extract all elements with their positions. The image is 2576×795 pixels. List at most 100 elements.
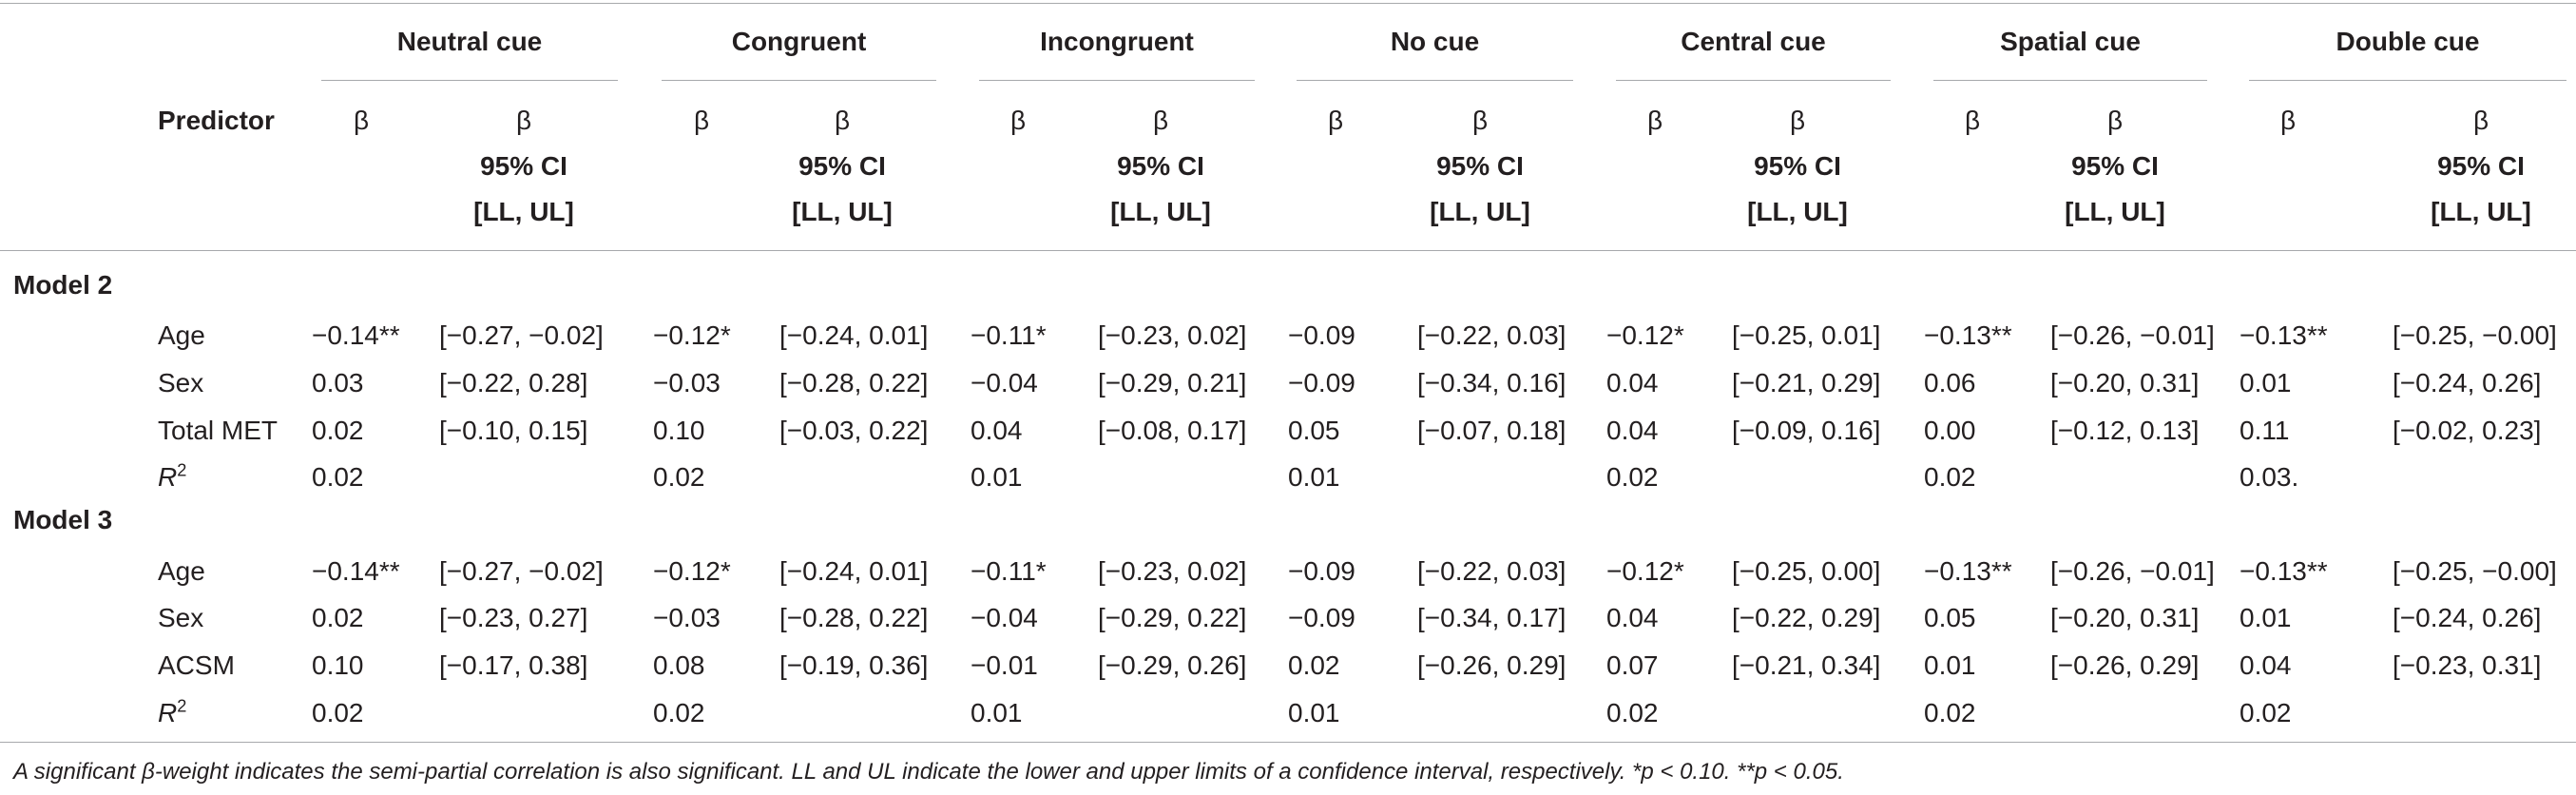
ci-value: [−0.21, 0.34]: [1732, 650, 1881, 680]
beta-value: −0.09: [1288, 556, 1355, 586]
ci-column-header-beta: β: [2106, 106, 2124, 135]
ci-value: [−0.25, −0.00]: [2393, 320, 2557, 350]
beta-value: 0.01: [1924, 650, 1976, 680]
ci-column-header-range: [LL, UL]: [1110, 197, 1211, 226]
predictor-column-header: Predictor: [158, 106, 275, 135]
ci-column-header-label: 95% CI: [480, 151, 567, 181]
model-label: Model 2: [13, 270, 113, 300]
beta-value: 0.05: [1924, 603, 1976, 632]
beta-value: −0.11*: [971, 320, 1047, 350]
beta-value: 0.02: [653, 462, 705, 492]
beta-value: −0.03: [653, 368, 721, 398]
beta-value: −0.13**: [1924, 556, 2012, 586]
ci-value: [−0.29, 0.22]: [1098, 603, 1247, 632]
group-underline: [1933, 80, 2207, 81]
beta-value: −0.13**: [1924, 320, 2012, 350]
ci-column-header-label: 95% CI: [2437, 151, 2525, 181]
table-bottom-rule: [0, 742, 2576, 743]
ci-column-header-label: 95% CI: [1117, 151, 1204, 181]
beta-value: 0.02: [312, 603, 364, 632]
ci-value: [−0.26, 0.29]: [1417, 650, 1567, 680]
ci-value: [−0.23, 0.02]: [1098, 556, 1247, 586]
beta-value: −0.11*: [971, 556, 1047, 586]
ci-column-header-beta: β: [834, 106, 851, 135]
beta-column-header: β: [693, 106, 710, 135]
beta-value: 0.01: [2240, 603, 2292, 632]
group-underline: [979, 80, 1255, 81]
beta-value: −0.01: [971, 650, 1038, 680]
ci-column-header-label: 95% CI: [1754, 151, 1841, 181]
beta-value: 0.00: [1924, 416, 1976, 445]
beta-value: 0.08: [653, 650, 705, 680]
ci-value: [−0.26, −0.01]: [2050, 320, 2215, 350]
ci-column-header-range: [LL, UL]: [792, 197, 893, 226]
ci-column-header-beta: β: [1471, 106, 1489, 135]
beta-value: −0.04: [971, 603, 1038, 632]
beta-value: −0.12*: [1606, 556, 1684, 586]
ci-column-header-label: 95% CI: [798, 151, 886, 181]
ci-column-header-range: [LL, UL]: [2431, 197, 2531, 226]
beta-column-header: β: [1646, 106, 1663, 135]
ci-value: [−0.22, 0.03]: [1417, 556, 1567, 586]
beta-value: 0.02: [1606, 698, 1659, 727]
ci-value: [−0.21, 0.29]: [1732, 368, 1881, 398]
beta-column-header: β: [1964, 106, 1981, 135]
beta-value: 0.01: [1288, 698, 1340, 727]
predictor-label: Sex: [158, 368, 204, 398]
group-header: Neutral cue: [396, 27, 543, 56]
group-underline: [1297, 80, 1573, 81]
beta-value: 0.02: [2240, 698, 2292, 727]
beta-value: 0.11: [2240, 416, 2290, 445]
beta-value: −0.14**: [312, 556, 400, 586]
ci-value: [−0.34, 0.17]: [1417, 603, 1567, 632]
ci-value: [−0.28, 0.22]: [779, 603, 929, 632]
ci-column-header-range: [LL, UL]: [473, 197, 574, 226]
beta-value: 0.02: [1606, 462, 1659, 492]
ci-value: [−0.07, 0.18]: [1417, 416, 1567, 445]
predictor-label: Total MET: [158, 416, 279, 445]
group-header: Double cue: [2336, 27, 2480, 56]
ci-value: [−0.20, 0.31]: [2050, 603, 2200, 632]
ci-value: [−0.22, 0.03]: [1417, 320, 1567, 350]
ci-value: [−0.24, 0.01]: [779, 320, 929, 350]
beta-value: 0.02: [312, 462, 364, 492]
predictor-label: R2: [158, 460, 187, 492]
beta-value: 0.03: [312, 368, 364, 398]
ci-value: [−0.23, 0.02]: [1098, 320, 1247, 350]
ci-value: [−0.24, 0.26]: [2393, 368, 2542, 398]
ci-value: [−0.27, −0.02]: [439, 556, 604, 586]
beta-column-header: β: [353, 106, 370, 135]
ci-column-header-label: 95% CI: [2071, 151, 2159, 181]
ci-column-header-range: [LL, UL]: [1430, 197, 1530, 226]
beta-value: −0.09: [1288, 603, 1355, 632]
ci-value: [−0.25, −0.00]: [2393, 556, 2557, 586]
beta-column-header: β: [2279, 106, 2297, 135]
ci-value: [−0.23, 0.27]: [439, 603, 588, 632]
beta-value: 0.04: [1606, 603, 1659, 632]
beta-value: 0.04: [1606, 368, 1659, 398]
ci-column-header-beta: β: [1789, 106, 1806, 135]
beta-value: 0.01: [2240, 368, 2292, 398]
beta-value: 0.05: [1288, 416, 1340, 445]
ci-column-header-beta: β: [1152, 106, 1169, 135]
table-footnote: A significant β-weight indicates the sem…: [13, 759, 1844, 785]
ci-value: [−0.26, −0.01]: [2050, 556, 2215, 586]
group-underline: [1616, 80, 1891, 81]
beta-value: −0.13**: [2240, 320, 2328, 350]
ci-value: [−0.20, 0.31]: [2050, 368, 2200, 398]
beta-value: 0.10: [312, 650, 364, 680]
beta-value: 0.02: [312, 698, 364, 727]
ci-value: [−0.17, 0.38]: [439, 650, 588, 680]
group-header: Congruent: [731, 27, 867, 56]
ci-value: [−0.19, 0.36]: [779, 650, 929, 680]
predictor-label: ACSM: [158, 650, 235, 680]
ci-value: [−0.24, 0.01]: [779, 556, 929, 586]
beta-value: −0.09: [1288, 320, 1355, 350]
group-underline: [321, 80, 618, 81]
ci-value: [−0.34, 0.16]: [1417, 368, 1567, 398]
ci-value: [−0.29, 0.21]: [1098, 368, 1247, 398]
table-header-rule: [0, 250, 2576, 251]
ci-value: [−0.25, 0.01]: [1732, 320, 1881, 350]
beta-value: 0.01: [971, 698, 1023, 727]
predictor-label: Sex: [158, 603, 204, 632]
